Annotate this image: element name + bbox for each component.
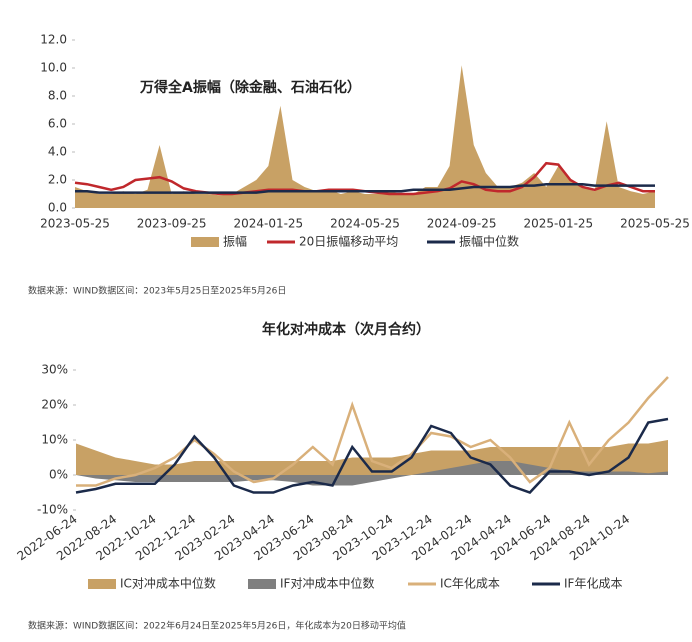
legend-label: 20日振幅移动平均 [299, 234, 398, 249]
y-tick-label: 8.0 [48, 89, 67, 103]
legend-label: IF年化成本 [564, 577, 622, 591]
y-tick-label: 6.0 [48, 117, 67, 131]
chart-title: 万得全A振幅（除金融、石油石化） [139, 79, 361, 96]
y-tick-label: 10% [41, 433, 68, 447]
legend-label: 振幅 [223, 234, 247, 249]
legend-label: 振幅中位数 [459, 234, 519, 249]
y-tick-label: 2.0 [48, 173, 67, 187]
x-tick-label: 2025-01-25 [523, 217, 593, 231]
source-note: 数据来源：WIND数据区间：2022年6月24日至2025年5月26日，年化成本… [28, 620, 406, 632]
x-tick-label: 2024-05-25 [330, 217, 400, 231]
area [76, 461, 668, 486]
legend-swatch [191, 237, 219, 247]
y-tick-label: 10.0 [40, 61, 67, 75]
y-tick-label: -10% [37, 503, 68, 517]
source-note: 数据来源：WIND数据区间：2023年5月25日至2025年5月26日 [28, 285, 286, 297]
legend-swatch [88, 579, 116, 589]
legend-label: IC对冲成本中位数 [120, 576, 216, 591]
chart-title: 年化对冲成本（次月合约） [262, 321, 430, 338]
legend-swatch [248, 579, 276, 589]
line [75, 182, 655, 194]
line [76, 376, 669, 487]
y-tick-label: 0.0 [48, 201, 67, 215]
y-tick-label: 0% [49, 468, 68, 482]
legend-label: IC年化成本 [440, 577, 500, 591]
y-tick-label: 12.0 [40, 33, 67, 47]
line [75, 417, 669, 494]
y-tick-label: 4.0 [48, 145, 67, 159]
x-tick-label: 2024-01-25 [233, 217, 303, 231]
y-tick-label: 30% [41, 363, 68, 377]
x-tick-label: 2023-05-25 [40, 217, 110, 231]
x-tick-label: 2025-05-25 [620, 217, 690, 231]
x-tick-label: 2024-09-25 [427, 217, 497, 231]
y-tick-label: 20% [41, 398, 68, 412]
legend-label: IF对冲成本中位数 [280, 576, 374, 591]
x-tick-label: 2023-09-25 [137, 217, 207, 231]
